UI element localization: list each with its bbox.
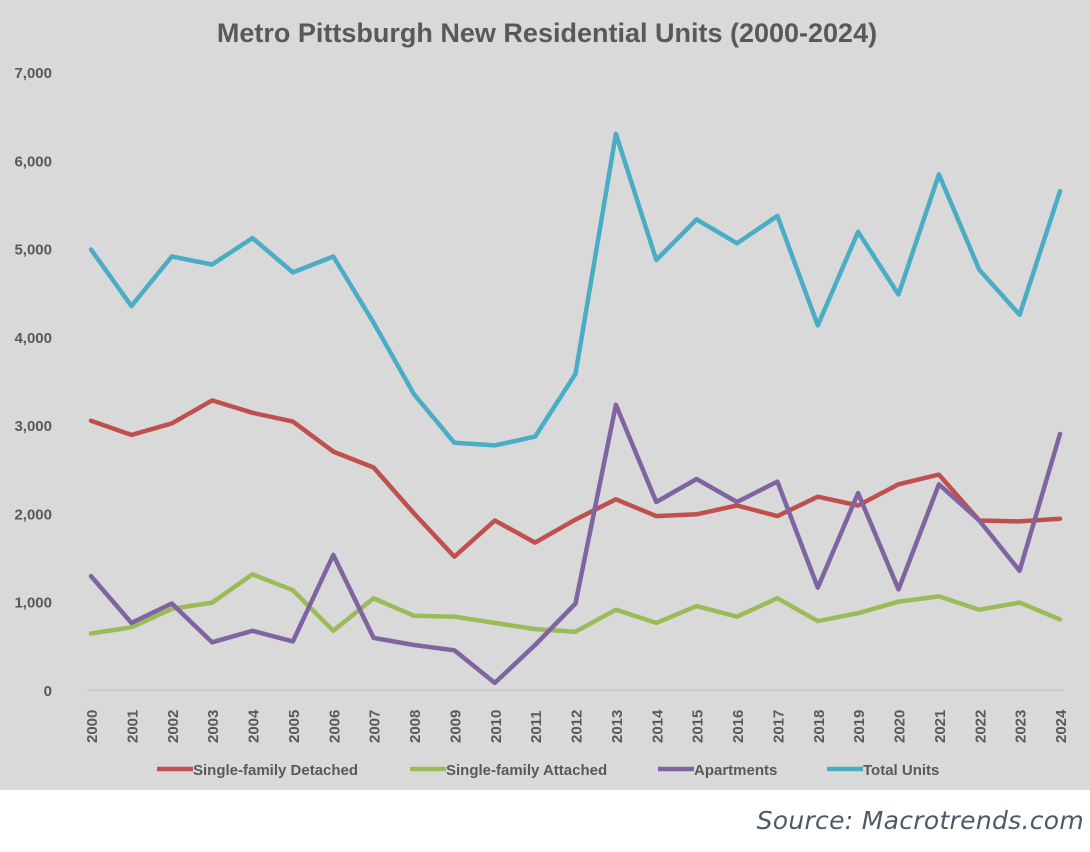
x-tick-label: 2013 [609, 710, 626, 743]
x-tick-label: 2006 [326, 710, 343, 743]
series-line-single-family-attached [88, 572, 1063, 636]
y-tick-label: 1,000 [14, 595, 52, 612]
legend: Single-family Detached Single-family Atta… [157, 762, 939, 779]
series-line-total-units [88, 131, 1063, 448]
x-axis: 2000 2001 2002 2003 2004 2005 2006 2007 2008 2009… [84, 689, 1070, 743]
legend-label: Apartments [694, 762, 777, 779]
x-tick-label: 2010 [488, 710, 505, 743]
x-tick-label: 2003 [205, 710, 222, 743]
x-tick-label: 2009 [447, 710, 464, 743]
y-tick-label: 3,000 [14, 418, 52, 435]
legend-label: Single-family Detached [193, 762, 358, 779]
series-line-apartments [88, 402, 1063, 686]
x-tick-label: 2015 [690, 710, 707, 743]
x-tick-label: 2005 [286, 710, 303, 743]
x-tick-label: 2014 [649, 709, 666, 743]
x-tick-label: 2020 [892, 710, 909, 743]
y-tick-label: 0 [44, 683, 52, 700]
x-tick-label: 2019 [851, 710, 868, 743]
x-tick-label: 2007 [367, 710, 384, 743]
x-tick-label: 2002 [165, 710, 182, 743]
x-tick-label: 2017 [770, 710, 787, 743]
x-tick-label: 2022 [972, 710, 989, 743]
y-tick-label: 7,000 [14, 65, 52, 82]
y-tick-label: 5,000 [14, 242, 52, 259]
x-tick-label: 2011 [528, 710, 545, 743]
y-tick-label: 2,000 [14, 506, 52, 523]
x-tick-label: 2018 [811, 710, 828, 743]
chart-title: Metro Pittsburgh New Residential Units (… [217, 18, 877, 48]
series-line-single-family-detached [88, 398, 1063, 559]
legend-label: Single-family Attached [446, 762, 607, 779]
source-note: Source: Macrotrends.com [756, 806, 1084, 835]
x-tick-label: 2012 [569, 710, 586, 743]
chart-panel: Metro Pittsburgh New Residential Units (… [0, 0, 1090, 790]
line-chart: Metro Pittsburgh New Residential Units (… [14, 18, 1070, 779]
legend-label: Total Units [863, 762, 939, 779]
x-tick-label: 2021 [932, 710, 949, 743]
x-tick-label: 2004 [246, 709, 263, 743]
x-tick-label: 2008 [407, 710, 424, 743]
x-tick-label: 2001 [124, 710, 141, 743]
x-tick-label: 2024 [1053, 709, 1070, 743]
y-tick-label: 4,000 [14, 330, 52, 347]
series-layer [88, 131, 1063, 686]
x-tick-label: 2000 [84, 710, 101, 743]
x-tick-label: 2023 [1013, 710, 1030, 743]
y-tick-label: 6,000 [14, 153, 52, 170]
y-axis: 0 1,000 2,000 3,000 4,000 5,000 6,000 7,000 [14, 65, 52, 700]
x-tick-label: 2016 [730, 710, 747, 743]
